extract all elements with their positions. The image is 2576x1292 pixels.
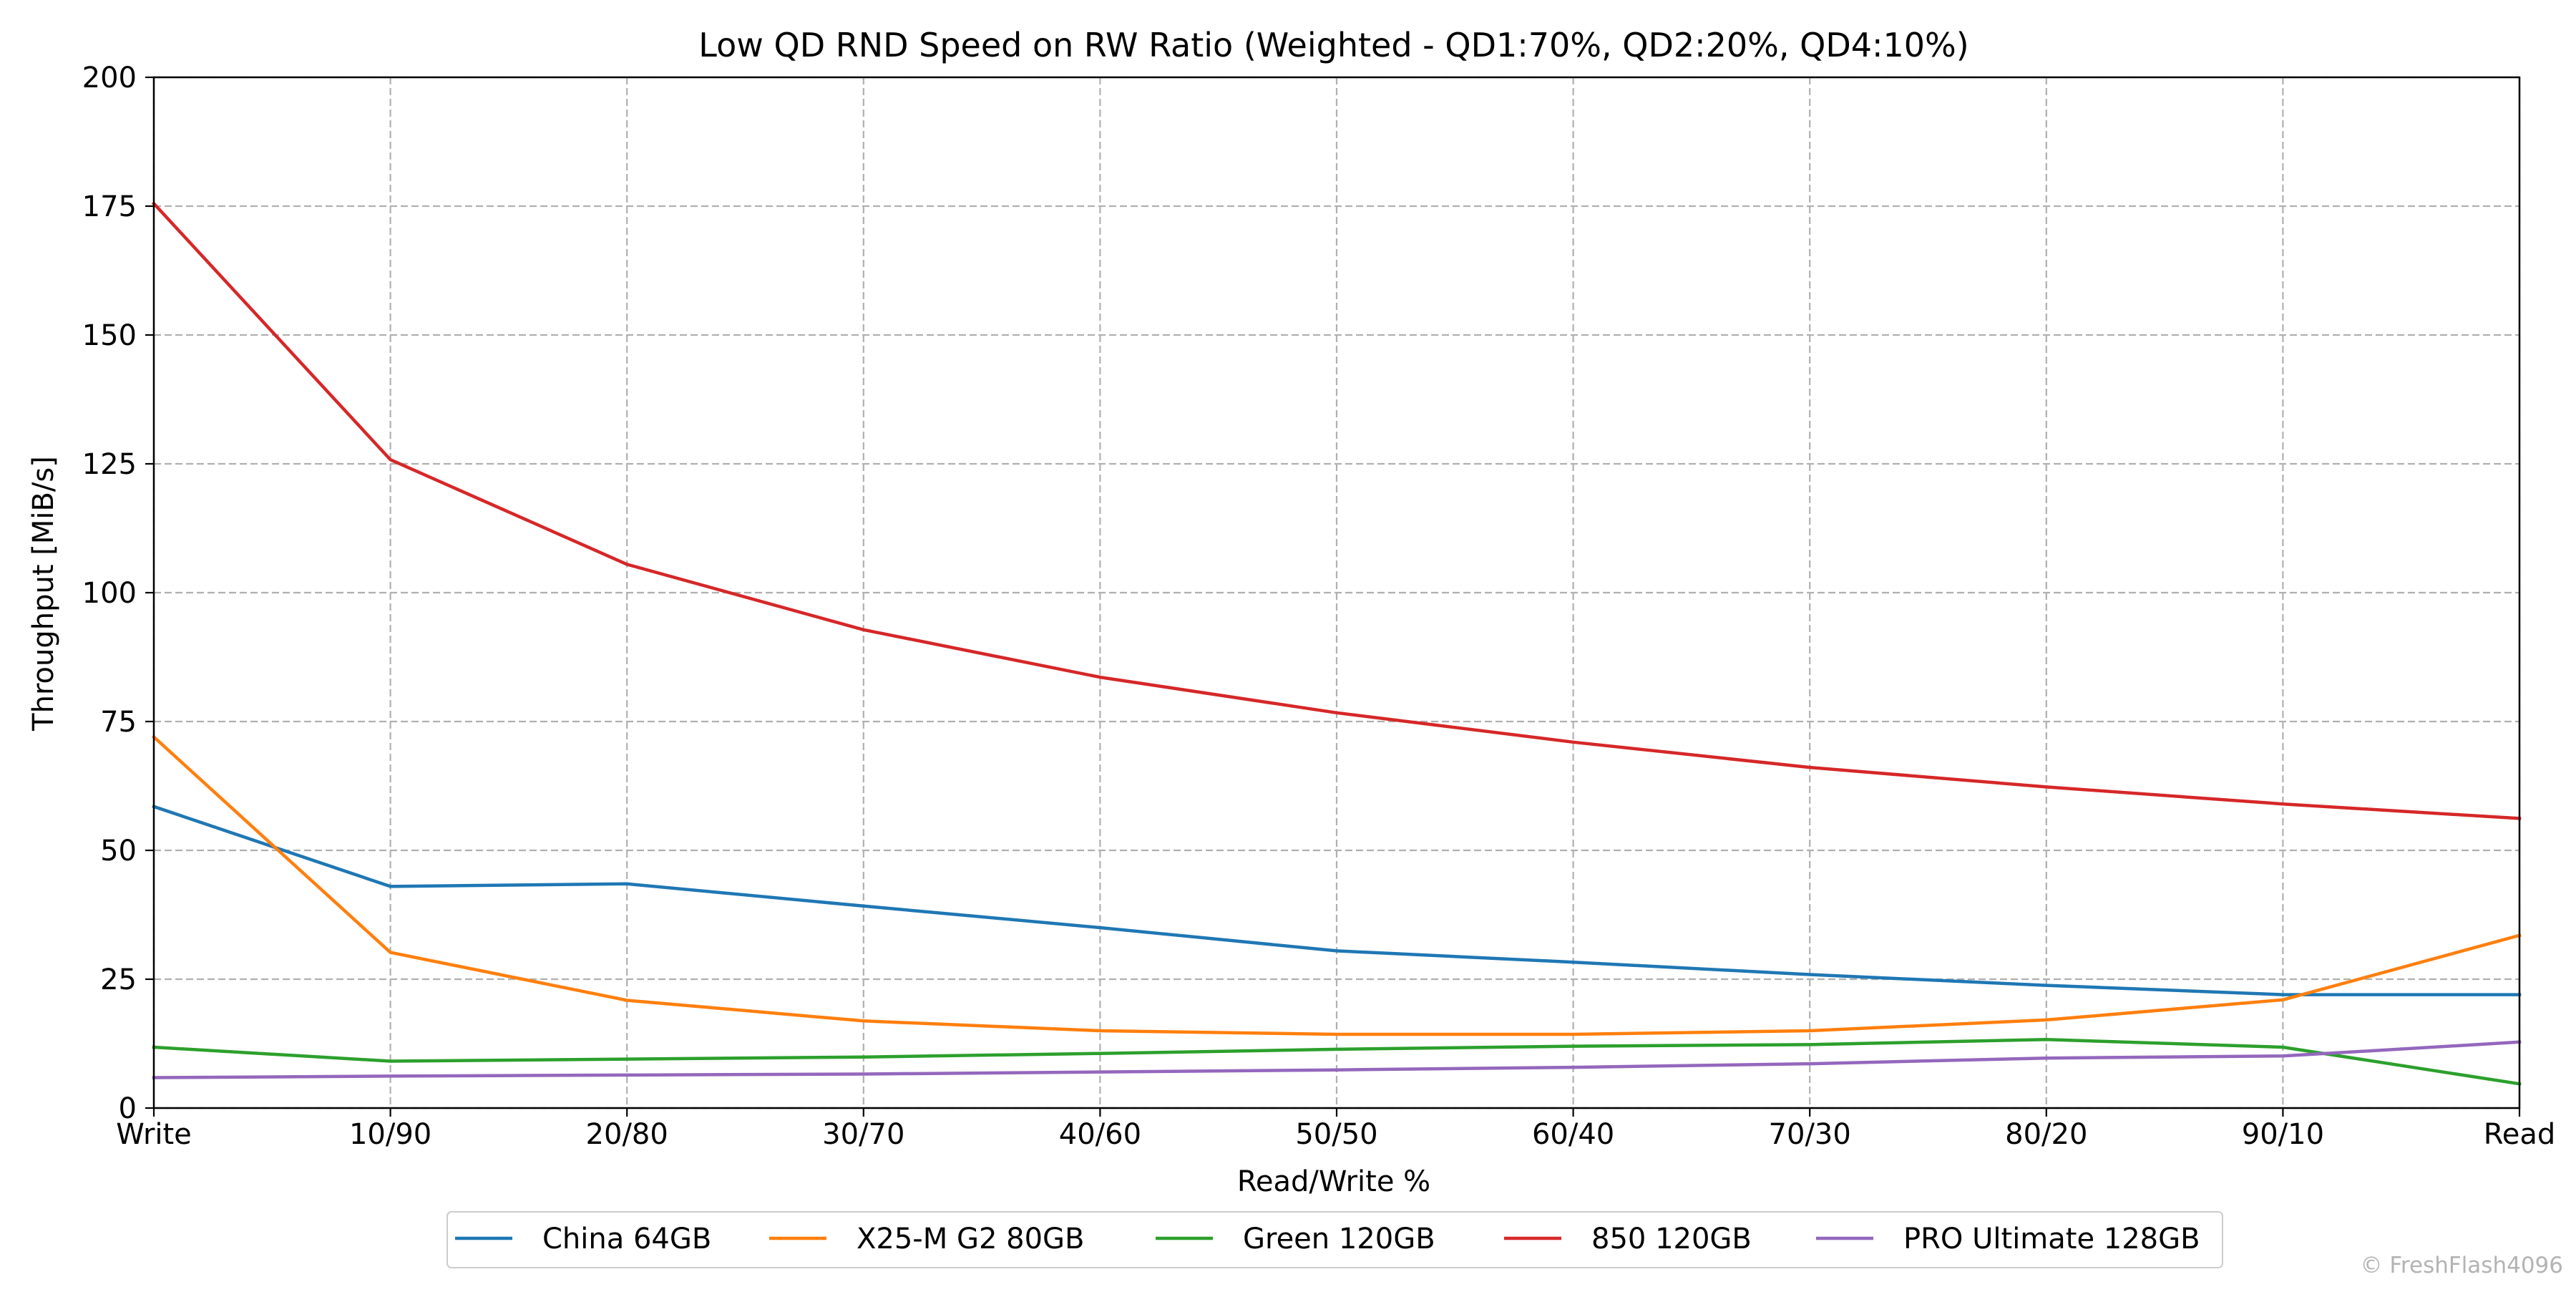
legend: China 64GB X25-M G2 80GB Green 120GB 850 12… — [447, 1211, 2223, 1268]
legend-label: PRO Ultimate 128GB — [1903, 1223, 2200, 1255]
y-tick-label: 50 — [100, 835, 137, 868]
series-lines — [151, 201, 2522, 1086]
series-line-china-64gb — [152, 804, 2522, 996]
y-tick-label: 75 — [100, 706, 137, 739]
x-tick-label: 50/50 — [1295, 1118, 1377, 1151]
y-tick-label: 0 — [119, 1092, 137, 1125]
legend-label: China 64GB — [542, 1223, 711, 1255]
y-tick-label: 100 — [82, 577, 137, 610]
y-tick-label: 150 — [82, 319, 137, 352]
legend-label: Green 120GB — [1243, 1223, 1435, 1255]
x-tick-label: 80/20 — [2005, 1118, 2087, 1151]
series-line-green-120gb — [152, 1037, 2522, 1086]
y-tick-label: 125 — [82, 448, 137, 481]
y-tick-label: 175 — [82, 190, 137, 223]
x-tick-label: 70/30 — [1769, 1118, 1851, 1151]
legend-box — [447, 1211, 2223, 1268]
x-tick-label: 60/40 — [1532, 1118, 1614, 1151]
axis-ticks: Write 10/90 20/80 30/70 40/60 50/50 60/40 70/30… — [82, 62, 2556, 1151]
series-line-x25-m-g2-80gb — [151, 734, 2522, 1036]
watermark: © FreshFlash4096 — [2360, 1253, 2564, 1278]
y-axis-label: Throughput [MiB/s] — [27, 456, 60, 732]
x-tick-label: 90/10 — [2242, 1118, 2324, 1151]
x-tick-label: 20/80 — [586, 1118, 668, 1151]
series-line-pro-ultimate-128gb — [152, 1040, 2522, 1079]
chart-title: Low QD RND Speed on RW Ratio (Weighted -… — [698, 26, 1968, 64]
x-tick-label: Read — [2484, 1118, 2556, 1151]
y-tick-label: 25 — [100, 963, 137, 996]
x-tick-label: 40/60 — [1059, 1118, 1141, 1151]
x-tick-label: 30/70 — [822, 1118, 904, 1151]
legend-label: 850 120GB — [1591, 1223, 1752, 1255]
y-tick-label: 200 — [82, 62, 137, 94]
legend-label: X25-M G2 80GB — [857, 1223, 1084, 1255]
x-tick-label: 10/90 — [349, 1118, 431, 1151]
x-axis-label: Read/Write % — [1237, 1165, 1430, 1198]
series-line-850-120gb — [151, 201, 2522, 820]
x-tick-label: Write — [116, 1118, 192, 1151]
